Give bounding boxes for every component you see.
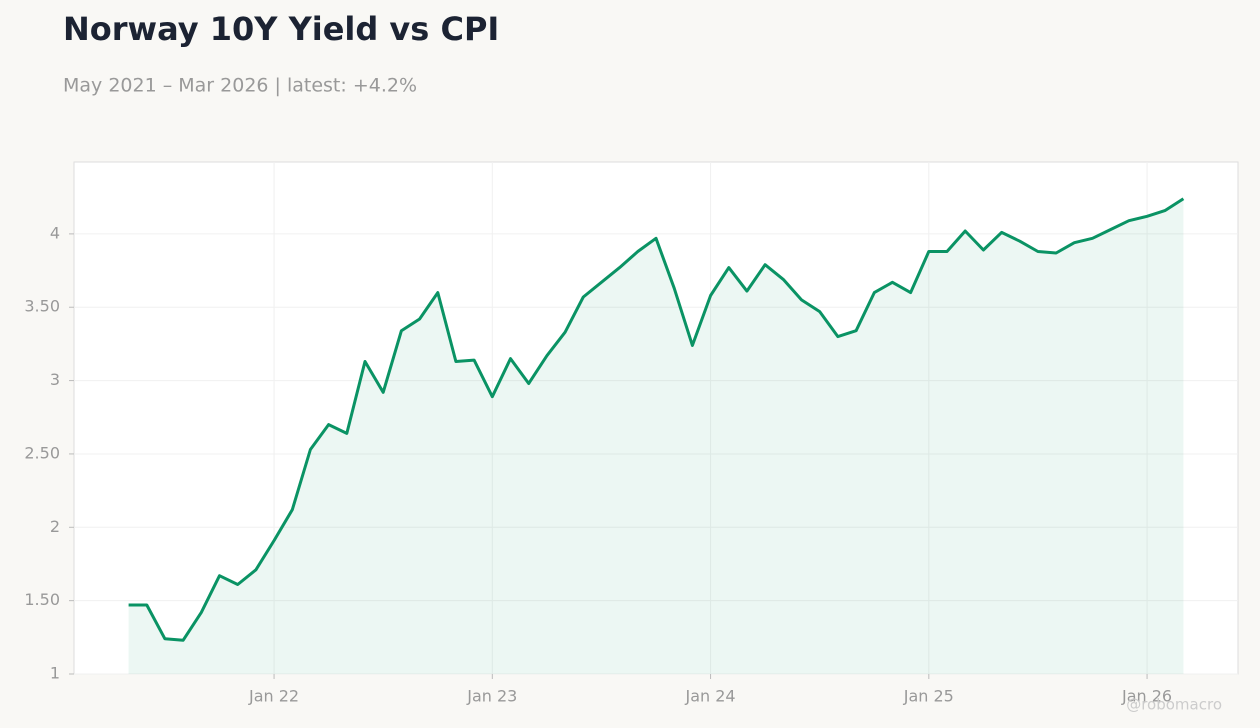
watermark: @robomacro — [1126, 696, 1222, 714]
y-tick-label: 1 — [50, 664, 60, 683]
y-tick-label: 4 — [50, 223, 60, 242]
y-tick-label: 3.50 — [24, 297, 60, 316]
y-tick-label: 2 — [50, 517, 60, 536]
x-tick-label: Jan 26 — [1121, 687, 1172, 706]
x-tick-label: Jan 23 — [466, 687, 517, 706]
area — [128, 198, 1184, 674]
plot-area — [73, 161, 1239, 675]
chart-title: Norway 10Y Yield vs CPI — [63, 10, 499, 48]
y-tick-label: 1.50 — [24, 590, 60, 609]
y-tick-label: 2.50 — [24, 443, 60, 462]
x-tick-label: Jan 24 — [685, 687, 736, 706]
line — [128, 197, 1185, 642]
chart-subtitle: May 2021 – Mar 2026 | latest: +4.2% — [63, 75, 417, 97]
x-tick-label: Jan 22 — [248, 687, 299, 706]
x-tick-label: Jan 25 — [903, 687, 954, 706]
y-tick-label: 3 — [50, 370, 60, 389]
